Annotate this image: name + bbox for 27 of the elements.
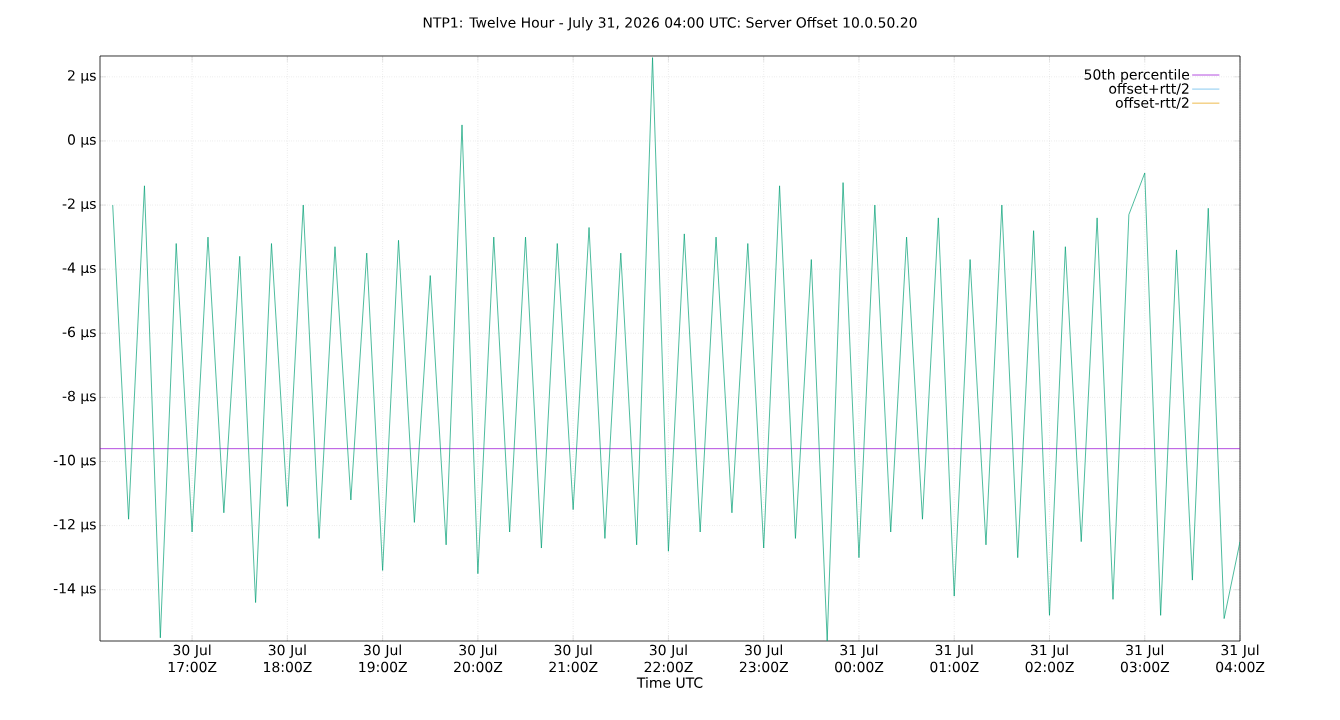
x-axis-title: Time UTC [636, 677, 703, 688]
x-tick-label: 30 Jul 22:00Z [644, 644, 693, 673]
x-tick-label: 30 Jul 21:00Z [549, 644, 598, 673]
y-tick-label: -10 µs [53, 454, 96, 469]
chart-title: NTP1: Twelve Hour - July 31, 2026 04:00 UTC: Server Offset 10.0.50.20 [423, 17, 917, 31]
y-tick-label: -6 µs [62, 326, 96, 340]
y-tick-label: -2 µs [62, 198, 96, 212]
line-series [112, 57, 1241, 641]
x-tick-label: 31 Jul 04:00Z [1216, 644, 1265, 673]
y-tick-label: 0 µs [67, 134, 96, 148]
legend-label: offset-rtt/2 [1115, 97, 1189, 109]
x-tick-label: 30 Jul 18:00Z [264, 644, 312, 673]
x-tick-label: 31 Jul 01:00Z [930, 644, 979, 673]
x-tick-label: 30 Jul 23:00Z [739, 644, 788, 673]
x-tick-label: 30 Jul 19:00Z [359, 644, 407, 673]
legend-label: offset+rtt/2 [1109, 83, 1189, 95]
legend-label: 50th percentile [1084, 68, 1190, 83]
y-tick-label: -12 µs [53, 518, 96, 533]
x-tick-label: 30 Jul 20:00Z [454, 644, 503, 673]
y-tick-label: 2 µs [68, 70, 96, 84]
y-tick-label: -8 µs [62, 390, 96, 405]
x-tick-label: 30 Jul 17:00Z [168, 644, 217, 673]
y-tick-label: -14 µs [53, 583, 96, 597]
x-tick-label: 31 Jul 00:00Z [835, 644, 884, 673]
x-tick-label: 31 Jul 02:00Z [1025, 644, 1074, 673]
y-tick-label: -4 µs [62, 262, 96, 276]
x-tick-label: 31 Jul 03:00Z [1120, 644, 1170, 673]
